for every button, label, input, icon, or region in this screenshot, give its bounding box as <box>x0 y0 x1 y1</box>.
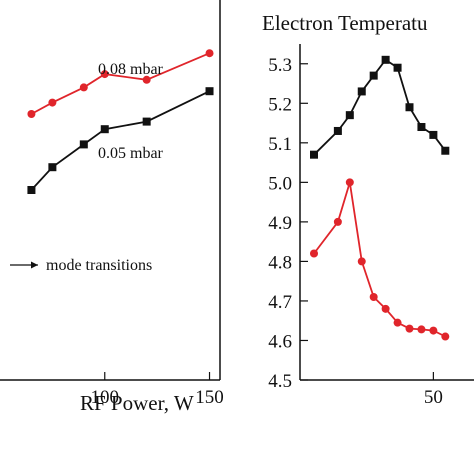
right-chart-title: Electron Temperatu <box>262 11 428 35</box>
chart1-series-1-point-10 <box>441 332 450 341</box>
chart1-series-1-point-3 <box>357 257 366 266</box>
chart0-series-0-point-1 <box>48 98 57 107</box>
series-label-0-08-mbar: 0.08 mbar <box>98 61 164 78</box>
chart1-series-0-point-5 <box>381 55 390 64</box>
chart1-series-0-point-1 <box>333 126 342 135</box>
left-x-axis-title: RF Power, W <box>80 391 194 415</box>
left-x-tick-label-0: 100 <box>91 387 120 408</box>
chart1-series-0-point-9 <box>429 130 438 139</box>
right-x-tick-label-0: 50 <box>424 387 443 408</box>
right-chart: Electron Temperatu 4.5 4.6 4.7 4.8 4.9 5.0 5.1… <box>262 11 474 408</box>
right-y-tick-label-6: 5.1 <box>268 134 292 155</box>
chart1-series-0-point-0 <box>310 150 318 159</box>
chart1-series-0-point-2 <box>345 111 354 120</box>
chart0-series-0-point-0 <box>27 110 36 118</box>
chart0-series-1-point-2 <box>79 140 88 149</box>
chart1-series-1-point-4 <box>369 292 378 301</box>
series-label-0-05-mbar: 0.05 mbar <box>98 145 164 162</box>
chart0-series-0-point-2 <box>79 83 88 92</box>
chart1-series-1-point-1 <box>333 217 342 226</box>
chart0-series-1-point-4 <box>142 117 151 126</box>
right-y-tick-label-1: 4.6 <box>268 331 292 352</box>
chart0-series-1-line <box>30 90 210 191</box>
chart1-series-1-point-8 <box>417 325 426 334</box>
chart0-series-1-point-3 <box>100 125 109 134</box>
chart0-series-0-point-5 <box>205 49 214 58</box>
chart1-series-1-point-6 <box>393 318 402 327</box>
chart1-series-1-point-2 <box>345 178 354 187</box>
right-y-tick-label-5: 5.0 <box>268 173 292 194</box>
chart1-series-1-line <box>313 182 446 338</box>
chart0-series-0-point-4 <box>142 75 151 84</box>
chart0-series-1-point-0 <box>27 186 36 194</box>
chart1-series-1-point-5 <box>381 304 390 313</box>
right-ticks <box>300 63 434 381</box>
chart1-series-1-point-0 <box>310 249 318 258</box>
right-series-group <box>310 55 450 341</box>
chart0-series-1-point-1 <box>48 163 57 172</box>
left-x-tick-labels: 100 150 <box>91 387 224 408</box>
chart0-series-0-point-3 <box>100 70 109 79</box>
chart1-series-1-point-9 <box>429 326 438 335</box>
chart1-series-0-point-7 <box>405 103 414 112</box>
left-series-group <box>27 49 214 194</box>
right-y-tick-label-0: 4.5 <box>268 371 292 392</box>
left-chart: 100 150 0.08 mbar 0.05 mbar mode transiti… <box>0 0 224 415</box>
chart1-series-1-point-7 <box>405 324 414 333</box>
left-x-tick-label-1: 150 <box>195 387 224 408</box>
right-y-tick-label-4: 4.9 <box>268 213 292 234</box>
chart1-series-0-point-8 <box>417 123 426 132</box>
right-y-tick-label-2: 4.7 <box>268 292 292 313</box>
right-y-tick-label-3: 4.8 <box>268 252 292 273</box>
chart1-series-0-line <box>313 58 447 156</box>
mode-transitions-label: mode transitions <box>46 257 152 274</box>
right-y-tick-label-7: 5.2 <box>268 94 292 115</box>
chart0-series-1-point-5 <box>205 87 214 96</box>
chart1-series-0-point-3 <box>357 87 366 96</box>
chart1-series-0-point-4 <box>369 71 378 80</box>
chart1-series-0-point-10 <box>441 146 450 155</box>
right-tick-labels: 4.5 4.6 4.7 4.8 4.9 5.0 5.1 5.2 5.3 50 <box>268 55 443 408</box>
chart1-series-0-point-6 <box>393 63 402 72</box>
right-y-tick-label-8: 5.3 <box>268 55 292 76</box>
left-x-ticks <box>104 372 211 380</box>
